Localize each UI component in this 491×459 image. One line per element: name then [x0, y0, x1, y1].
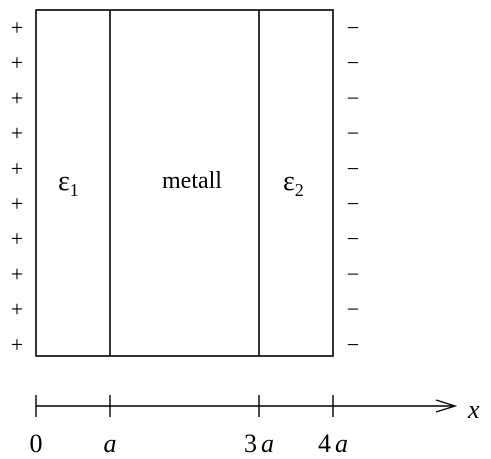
plus-sign: +	[11, 85, 23, 110]
x-axis-label: x	[467, 395, 480, 424]
plus-sign: +	[11, 226, 23, 251]
negative-charges: − − − − − − − − − −	[347, 15, 359, 357]
plus-sign: +	[11, 15, 23, 40]
plus-sign: +	[11, 121, 23, 146]
minus-sign: −	[347, 297, 359, 322]
slab-outline	[35, 9, 334, 357]
tick-label-0: 0	[30, 429, 43, 458]
plus-sign: +	[11, 297, 23, 322]
plus-sign: +	[11, 191, 23, 216]
plus-sign: +	[11, 261, 23, 286]
minus-sign: −	[347, 226, 359, 251]
minus-sign: −	[347, 332, 359, 357]
region-left-label: ε1	[58, 166, 79, 200]
minus-sign: −	[347, 15, 359, 40]
positive-charges: + + + + + + + + + +	[11, 15, 23, 357]
minus-sign: −	[347, 156, 359, 181]
minus-sign: −	[347, 50, 359, 75]
tick-label-a: a	[104, 429, 117, 458]
minus-sign: −	[347, 121, 359, 146]
plus-sign: +	[11, 50, 23, 75]
minus-sign: −	[347, 191, 359, 216]
minus-sign: −	[347, 85, 359, 110]
plus-sign: +	[11, 156, 23, 181]
plus-sign: +	[11, 332, 23, 357]
region-right-label: ε2	[283, 166, 304, 200]
x-axis-arrowhead	[435, 399, 458, 413]
region-middle-label: metall	[162, 168, 222, 194]
minus-sign: −	[347, 261, 359, 286]
